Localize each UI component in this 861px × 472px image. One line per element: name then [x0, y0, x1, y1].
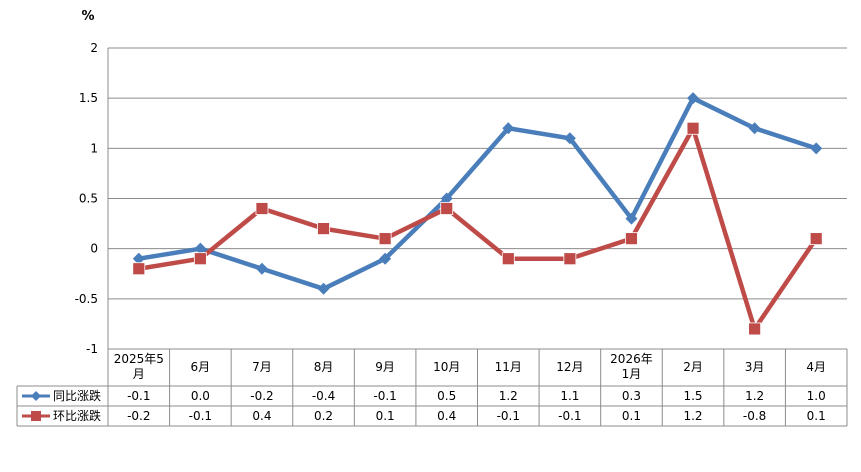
data-table-value: 0.0	[191, 389, 210, 403]
y-tick-label: 0.5	[79, 192, 98, 206]
data-point-square	[686, 121, 700, 135]
data-table-value: -0.4	[312, 389, 335, 403]
x-category-label: 10月	[433, 360, 460, 374]
x-category-label: 6月	[191, 360, 211, 374]
y-tick-label: 2	[90, 41, 98, 55]
y-tick-label: 0	[90, 242, 98, 256]
x-category-label: 8月	[314, 360, 334, 374]
plot-area	[132, 92, 823, 336]
y-tick-label: -0.5	[75, 292, 98, 306]
data-table-value: 1.2	[499, 389, 518, 403]
data-point-diamond	[317, 282, 330, 295]
legend-label: 环比涨跌	[53, 408, 101, 423]
data-point-square	[378, 232, 392, 246]
x-category-label: 2025年5	[114, 352, 164, 366]
data-point-square	[625, 232, 638, 246]
series-line	[136, 95, 819, 292]
x-category-label: 3月	[745, 360, 765, 374]
data-point-diamond	[132, 252, 145, 265]
y-tick-label: 1	[90, 141, 98, 155]
data-point-square	[501, 252, 515, 266]
x-category-label: 2026年	[610, 352, 653, 366]
legend-label: 同比涨跌	[53, 388, 101, 403]
data-point-square	[193, 252, 207, 266]
data-point-square	[132, 262, 146, 276]
x-category-label: 月	[133, 367, 145, 381]
data-point-diamond	[563, 132, 576, 145]
data-table-value: 0.1	[807, 409, 826, 423]
data-table-value: 0.4	[437, 409, 456, 423]
data-table-value: -0.1	[127, 389, 150, 403]
data-point-square	[809, 232, 823, 246]
data-point-diamond	[440, 192, 453, 205]
x-category-label: 7月	[252, 360, 272, 374]
data-point-diamond	[194, 242, 207, 255]
data-table-value: -0.1	[373, 389, 396, 403]
data-point-diamond	[810, 142, 823, 155]
legend-square-marker	[31, 411, 41, 421]
x-category-label: 12月	[556, 360, 583, 374]
data-point-diamond	[625, 212, 638, 225]
data-point-diamond	[687, 92, 700, 105]
x-category-label: 11月	[495, 360, 522, 374]
data-point-square	[317, 222, 330, 236]
data-table-value: 0.3	[622, 389, 641, 403]
data-table-value: -0.8	[743, 409, 766, 423]
data-table-value: -0.2	[127, 409, 150, 423]
data-table-value: 0.2	[314, 409, 333, 423]
y-tick-label: -1	[86, 342, 98, 356]
data-point-diamond	[748, 122, 761, 135]
data-table-value: 1.2	[683, 409, 702, 423]
data-table-value: 0.1	[376, 409, 395, 423]
x-category-label: 2月	[683, 360, 703, 374]
series-line	[136, 126, 819, 332]
data-table-value: -0.1	[497, 409, 520, 423]
x-category-label: 4月	[806, 360, 826, 374]
data-table-value: 0.1	[622, 409, 641, 423]
data-point-diamond	[255, 262, 268, 275]
data-table-value: 1.2	[745, 389, 764, 403]
y-axis-ticks: 2 1.5 1 0.5 0 -0.5 -1	[75, 41, 98, 356]
x-category-label: 1月	[622, 367, 642, 381]
data-table-value: 1.5	[683, 389, 702, 403]
data-table-value: 1.0	[807, 389, 826, 403]
data-table-value: -0.2	[250, 389, 273, 403]
y-unit-label: %	[81, 9, 94, 24]
data-table-value: -0.1	[558, 409, 581, 423]
data-point-square	[255, 202, 269, 215]
data-table-value: 0.4	[252, 409, 271, 423]
grid-lines	[107, 47, 847, 350]
data-table-value: 1.1	[560, 389, 579, 403]
legend-diamond-marker	[31, 391, 41, 401]
data-table-value: 0.5	[437, 389, 456, 403]
x-category-label: 9月	[375, 360, 395, 374]
data-point-square	[563, 252, 577, 266]
y-tick-label: 1.5	[79, 91, 98, 105]
data-point-square	[440, 202, 454, 215]
data-point-diamond	[502, 122, 515, 135]
data-table-value: -0.1	[189, 409, 212, 423]
data-point-square	[748, 322, 762, 336]
data-point-diamond	[379, 252, 392, 265]
